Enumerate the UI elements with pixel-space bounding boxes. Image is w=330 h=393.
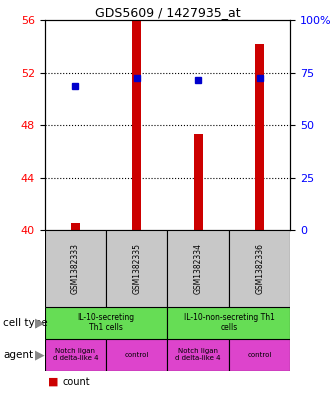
Bar [71,223,80,230]
Bar [229,339,290,371]
Text: agent: agent [3,350,33,360]
Bar [106,339,167,371]
Bar [167,339,229,371]
Text: control: control [124,352,149,358]
Text: IL-10-non-secreting Th1
cells: IL-10-non-secreting Th1 cells [183,313,274,332]
Text: GSM1382334: GSM1382334 [194,243,203,294]
Bar [45,230,106,307]
Text: ▶: ▶ [35,316,45,329]
Text: GSM1382335: GSM1382335 [132,243,141,294]
Text: ▶: ▶ [35,348,45,362]
Bar [255,44,264,230]
Bar [194,134,203,230]
Text: cell type: cell type [3,318,48,328]
Bar [167,230,229,307]
Bar [132,20,141,230]
Bar [45,307,167,339]
Text: ■: ■ [48,377,58,387]
Bar [229,230,290,307]
Bar [167,307,290,339]
Text: Notch ligan
d delta-like 4: Notch ligan d delta-like 4 [52,348,98,362]
Bar [45,339,106,371]
Text: GSM1382336: GSM1382336 [255,243,264,294]
Text: count: count [63,377,90,387]
Bar [106,230,167,307]
Text: control: control [248,352,272,358]
Text: Notch ligan
d delta-like 4: Notch ligan d delta-like 4 [176,348,221,362]
Text: GSM1382333: GSM1382333 [71,243,80,294]
Title: GDS5609 / 1427935_at: GDS5609 / 1427935_at [95,6,240,19]
Text: IL-10-secreting
Th1 cells: IL-10-secreting Th1 cells [78,313,135,332]
